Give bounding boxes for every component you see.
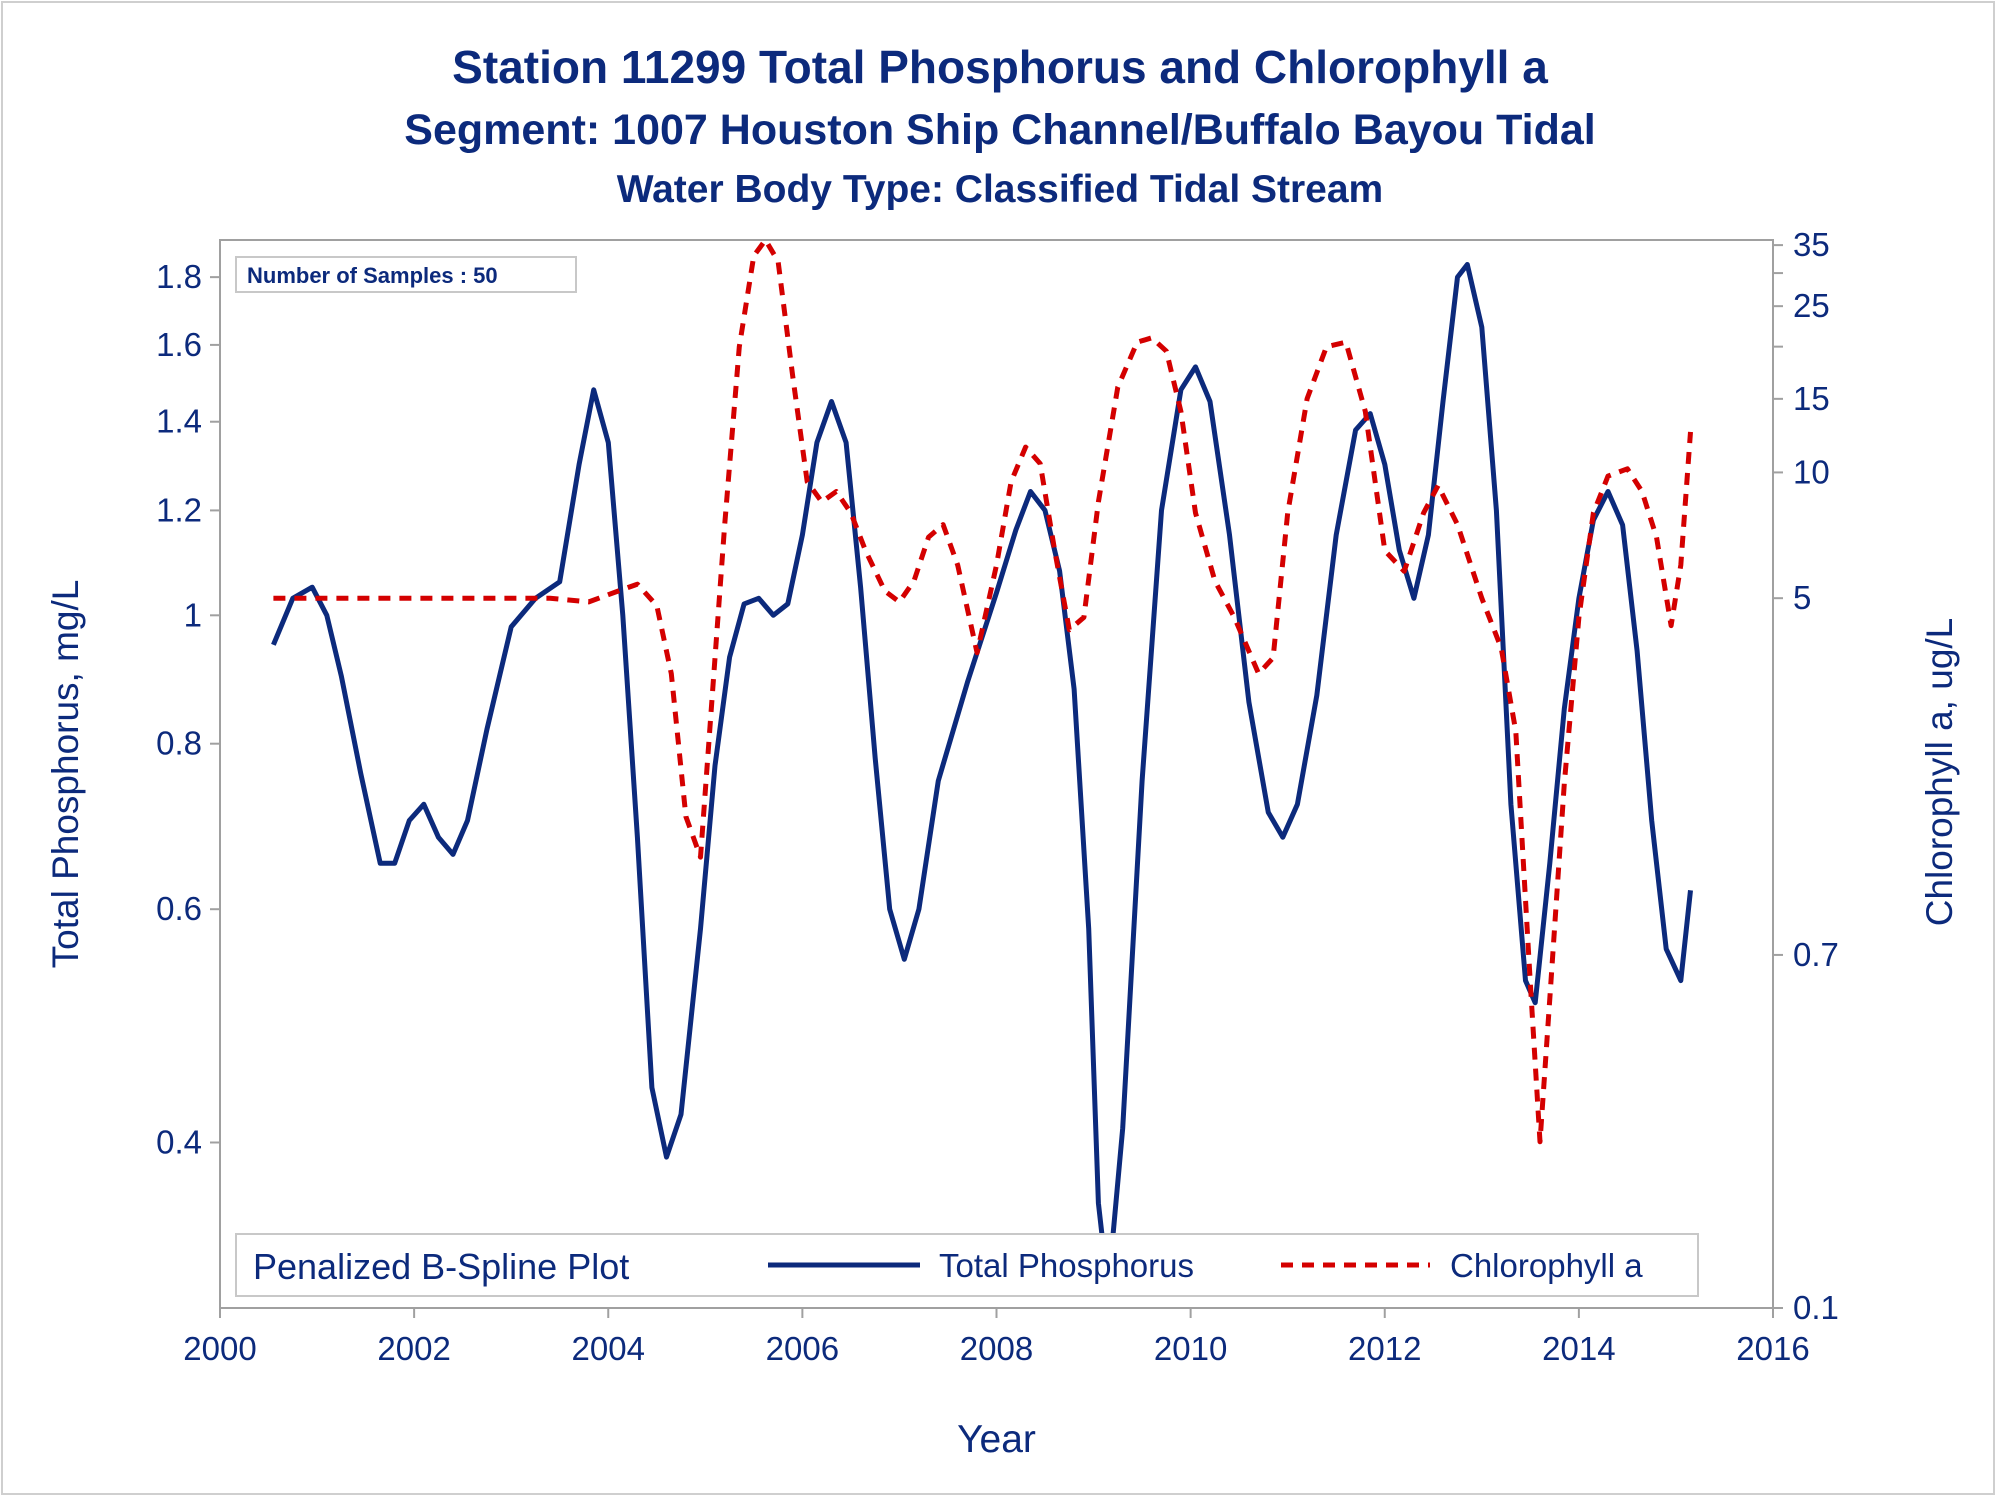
y-left-tick-label: 1.4 [156, 403, 202, 440]
y-axis-left: 0.4 0.6 0.8 1 1.2 1.4 1.6 1.8 [156, 258, 220, 1160]
y-axis-left-label: Total Phosphorus, mg/L [45, 580, 86, 969]
chart-subtitle-segment: Segment: 1007 Houston Ship Channel/Buffa… [404, 106, 1596, 154]
sample-count-label: Number of Samples : 50 [247, 263, 498, 288]
y-left-tick-label: 0.8 [156, 725, 202, 762]
y-left-tick-label: 1.8 [156, 258, 202, 295]
x-tick-label: 2012 [1348, 1330, 1421, 1367]
legend-label-total-phosphorus: Total Phosphorus [939, 1247, 1194, 1284]
x-axis: 2000 2002 2004 2006 2008 2010 2012 2014 2016 [183, 1308, 1810, 1367]
series-line-chlorophyll [273, 237, 1693, 1145]
legend: Penalized B-Spline Plot Total Phosphorus… [235, 1233, 1699, 1297]
y-left-tick-label: 1.2 [156, 491, 202, 528]
legend-label-chlorophyll: Chlorophyll a [1450, 1247, 1643, 1284]
x-tick-label: 2016 [1736, 1330, 1809, 1367]
y-right-tick-label: 25 [1793, 287, 1830, 324]
sample-count-inset: Number of Samples : 50 [235, 256, 577, 293]
y-right-tick-label: 0.7 [1793, 936, 1839, 973]
y-right-tick-label: 15 [1793, 380, 1830, 417]
legend-title: Penalized B-Spline Plot [253, 1246, 629, 1287]
y-axis-right-label: Chlorophyll a, ug/L [1919, 618, 1960, 927]
x-axis-label: Year [957, 1418, 1036, 1461]
y-right-tick-label: 0.1 [1793, 1289, 1839, 1326]
y-axis-right: 0.1 0.7 5 10 15 25 35 [1773, 226, 1839, 1326]
series-line-total-phosphorus [271, 262, 1693, 1292]
y-left-tick-label: 0.4 [156, 1123, 202, 1160]
x-tick-label: 2008 [960, 1330, 1033, 1367]
y-left-tick-label: 1.6 [156, 326, 202, 363]
x-tick-label: 2002 [377, 1330, 450, 1367]
y-right-tick-label: 10 [1793, 453, 1830, 490]
y-left-tick-label: 0.6 [156, 890, 202, 927]
sample-count-box [235, 256, 577, 293]
x-tick-label: 2000 [183, 1330, 256, 1367]
plot-area [219, 239, 1774, 1309]
x-tick-label: 2010 [1154, 1330, 1227, 1367]
x-tick-label: 2006 [766, 1330, 839, 1367]
y-left-tick-label: 1 [184, 596, 202, 633]
legend-box [235, 1233, 1699, 1297]
x-tick-label: 2004 [572, 1330, 645, 1367]
series-layer [271, 237, 1693, 1292]
y-right-tick-label: 5 [1793, 579, 1811, 616]
x-tick-label: 2014 [1542, 1330, 1615, 1367]
chart-subtitle-water-body: Water Body Type: Classified Tidal Stream [616, 168, 1384, 211]
chart-title: Station 11299 Total Phosphorus and Chlor… [452, 41, 1548, 93]
y-right-tick-label: 35 [1793, 226, 1830, 263]
